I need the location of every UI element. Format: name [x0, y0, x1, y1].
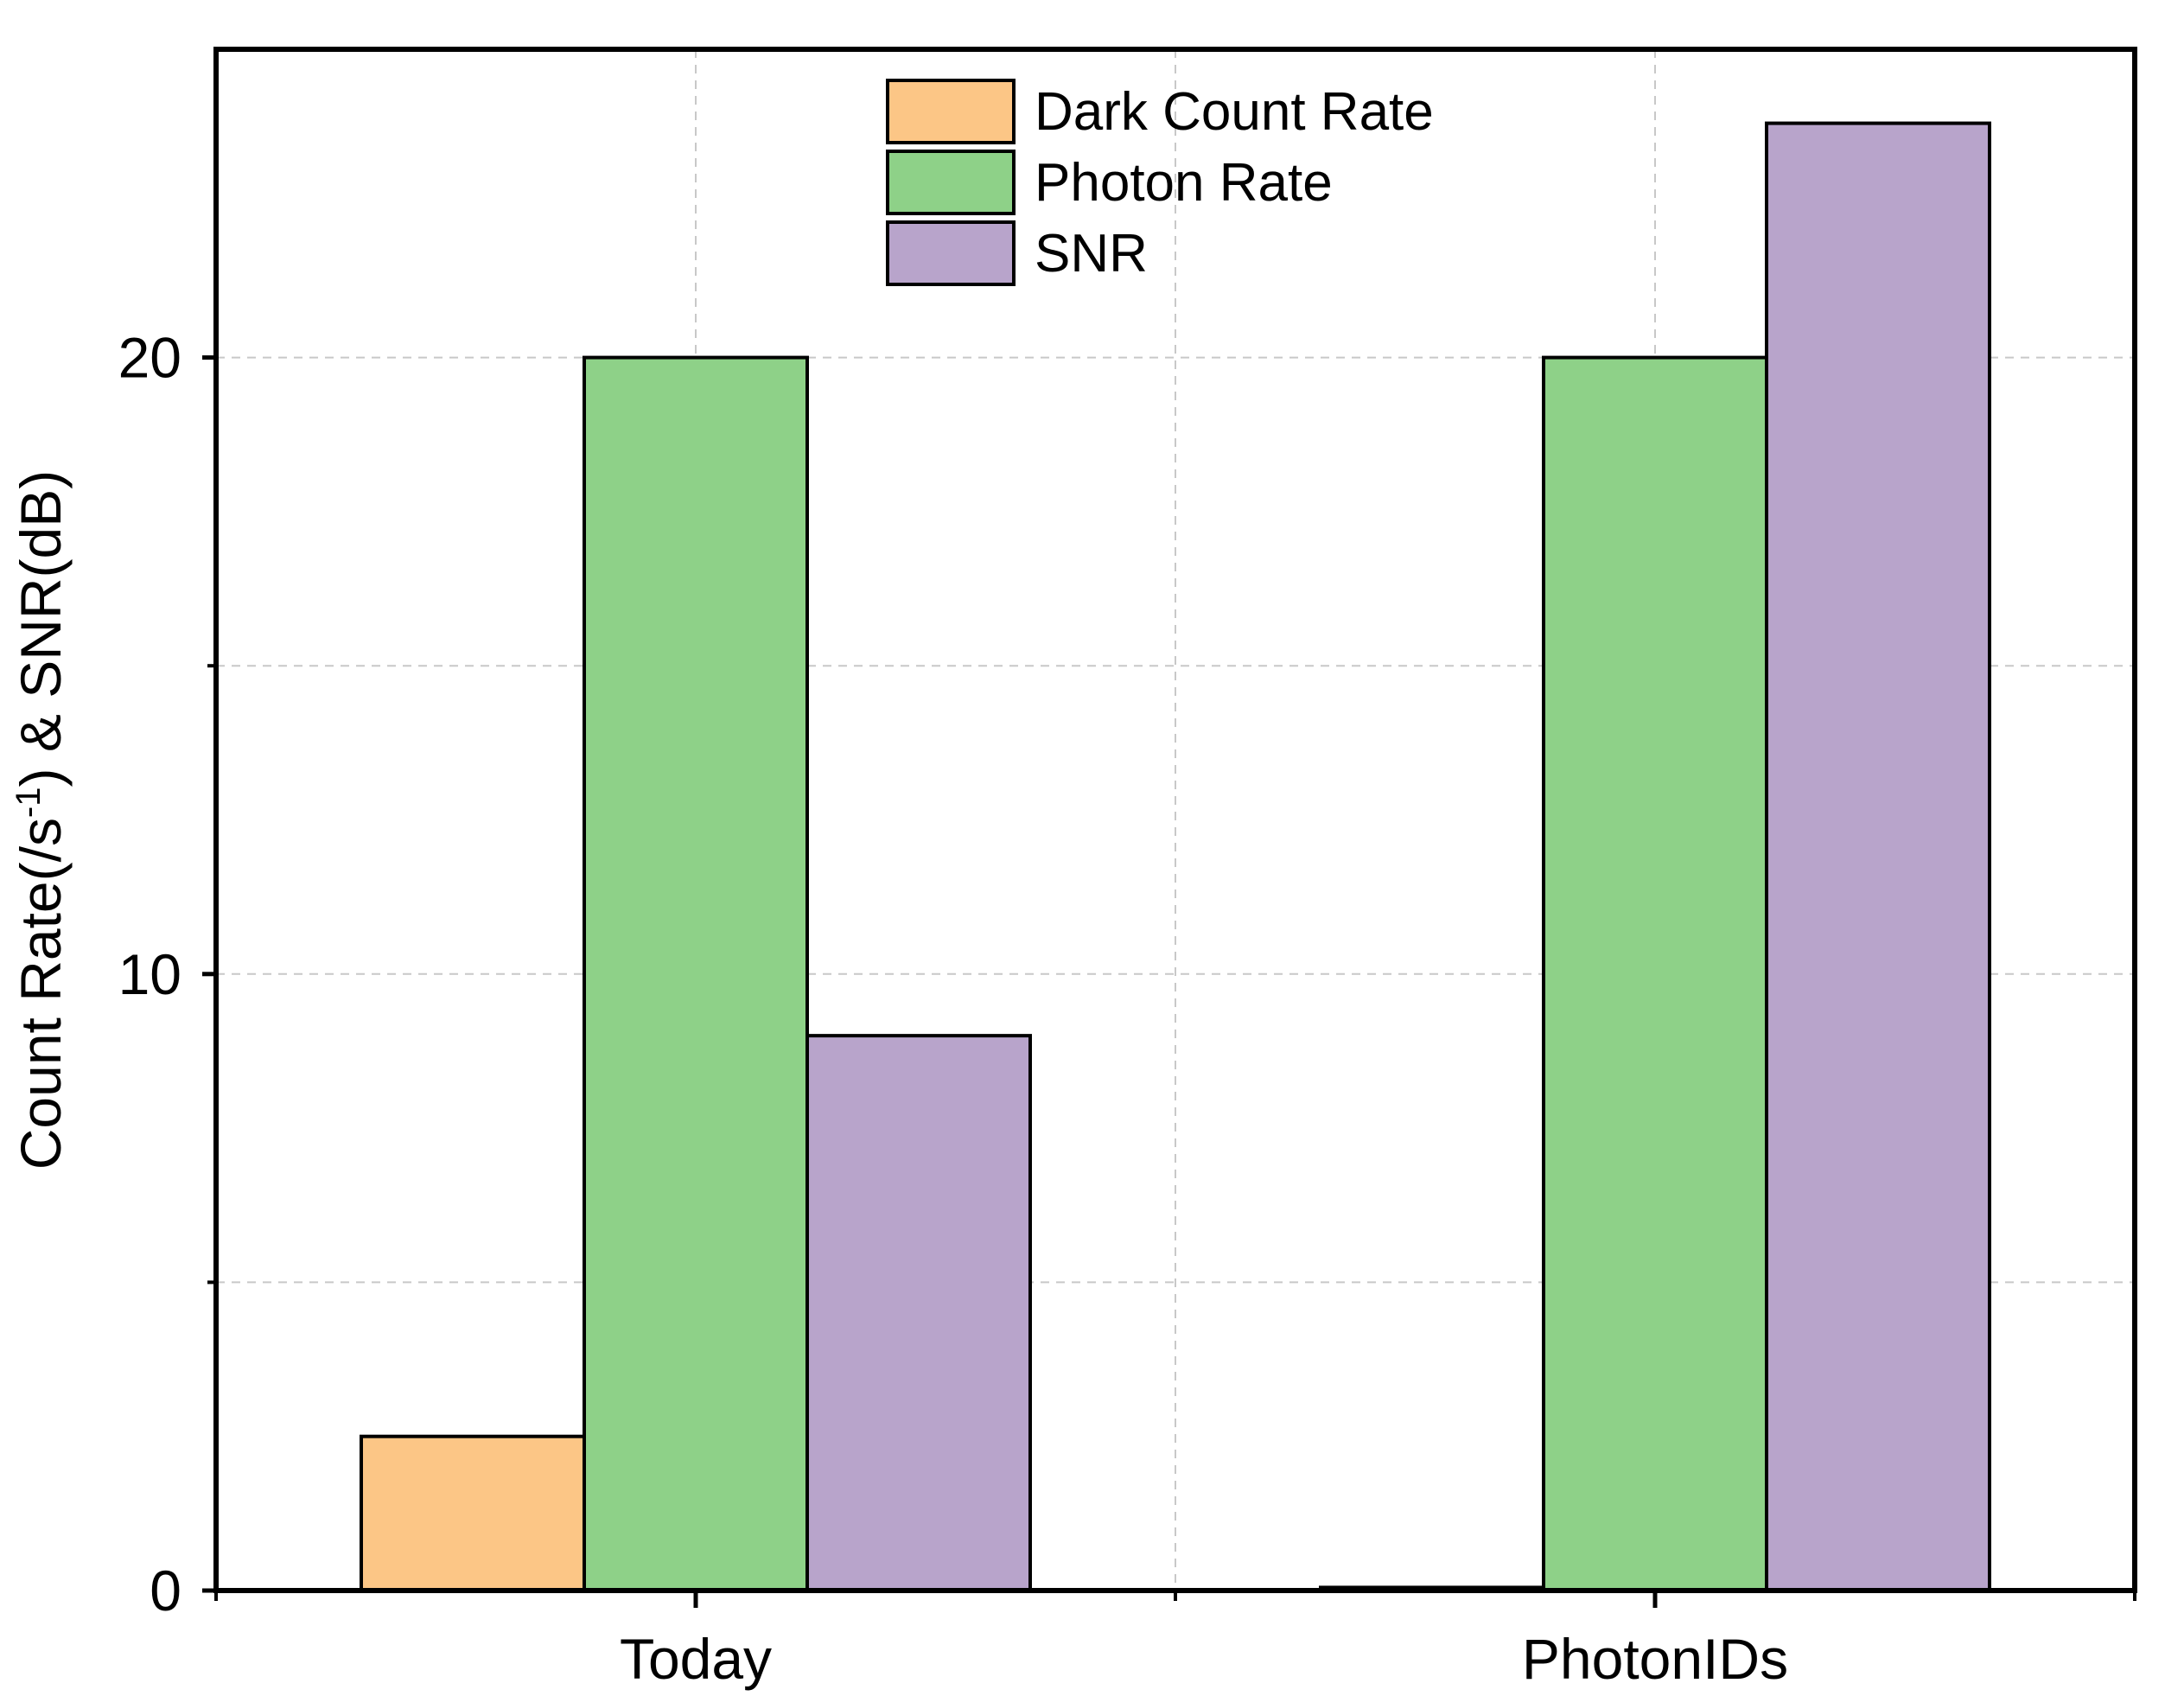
- y-axis-title-main: Count Rate(/s: [9, 818, 73, 1170]
- legend-label: Photon Rate: [1035, 153, 1333, 213]
- bar-dark-count-rate-today: [360, 1434, 586, 1592]
- y-axis-title: Count Rate(/s-1) & SNR(dB): [9, 470, 73, 1170]
- x-category-label: Today: [620, 1627, 772, 1691]
- legend-swatch: [886, 220, 1016, 286]
- axes: [202, 47, 2137, 1608]
- bars: [360, 121, 1991, 1593]
- bar-photon-rate-today: [583, 355, 809, 1593]
- tick-labels: 0 10 20 Today PhotonIDs: [118, 326, 1789, 1691]
- legend-swatch: [886, 79, 1016, 144]
- y-axis-title-rest: ) & SNR(dB): [9, 470, 73, 787]
- y-tick-label: 0: [150, 1559, 181, 1623]
- y-tick-label: 10: [118, 942, 181, 1006]
- y-axis-title-superscript: -1: [10, 787, 48, 818]
- bar-snr-photonids: [1765, 121, 1991, 1593]
- bar-snr-today: [805, 1034, 1032, 1592]
- legend-label: Dark Count Rate: [1035, 82, 1434, 142]
- x-category-label: PhotonIDs: [1522, 1627, 1788, 1691]
- legend-swatch: [886, 150, 1016, 215]
- legend-label: SNR: [1035, 224, 1148, 284]
- legend: Dark Count Rate Photon Rate SNR: [886, 79, 1434, 286]
- y-tick-label: 20: [118, 326, 181, 390]
- bar-photon-rate-photonids: [1542, 355, 1768, 1593]
